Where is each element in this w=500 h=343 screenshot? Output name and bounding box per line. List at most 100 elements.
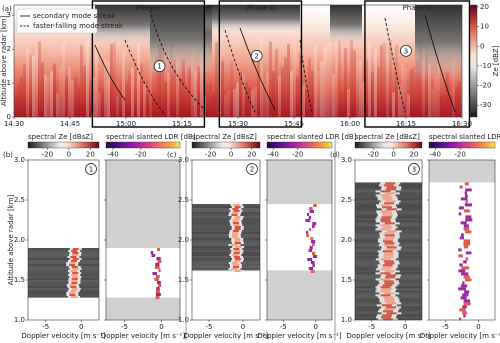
noise-texture — [192, 240, 260, 242]
colorbar-tick-label: 0 — [67, 151, 71, 159]
colorbar-label: Ze [dBZ] — [492, 45, 500, 76]
heatmap-texture — [224, 94, 227, 117]
noise-texture — [28, 248, 99, 250]
spectrum-red — [71, 288, 78, 290]
noise-texture — [192, 266, 260, 268]
heatmap-texture — [68, 66, 71, 117]
spectrum-red — [380, 194, 391, 197]
spectrum-red — [383, 252, 394, 255]
y-tick-label: 1.5 — [14, 276, 25, 284]
spectrum-red — [72, 258, 79, 260]
spectrum-red — [381, 288, 392, 291]
x-tick-label: 0 — [476, 323, 480, 331]
noise-texture — [28, 276, 99, 278]
spectrum-red — [381, 210, 392, 213]
ldr-spot — [310, 261, 315, 264]
colorbar-tick-label: 20 — [480, 3, 489, 11]
noise-texture — [28, 292, 99, 294]
heatmap-texture — [167, 73, 170, 117]
ldr-spot — [156, 275, 160, 278]
noise-texture — [28, 254, 99, 256]
colorbar-tick-label: 20 — [86, 151, 95, 159]
spectrum-red — [232, 254, 239, 256]
x-axis-label: Doppler velocity [m s⁻¹] — [184, 332, 268, 340]
colorbar — [27, 141, 100, 149]
noise-texture — [192, 236, 260, 238]
colorbar — [266, 141, 333, 149]
heatmap-texture — [146, 93, 149, 117]
y-tick-label: 2 — [7, 45, 11, 53]
spectrum-red — [380, 228, 391, 231]
spectrum-red — [384, 236, 395, 239]
noise-texture — [192, 256, 260, 258]
spectrum-red — [382, 198, 393, 201]
x-tick-label: 16:30 — [452, 120, 472, 128]
heatmap-texture — [284, 57, 287, 117]
colorbar-label: spectral slanted LDR [dB] — [106, 133, 196, 141]
ldr-spot — [157, 248, 160, 251]
spectrum-red — [71, 280, 78, 282]
x-axis-label: Doppler velocity [m s⁻¹] — [420, 332, 500, 340]
heatmap-texture — [287, 43, 290, 117]
heatmap-texture — [269, 41, 272, 117]
noise-texture — [192, 260, 260, 262]
heatmap-texture — [371, 72, 374, 117]
spectrum-red — [233, 256, 240, 258]
streak-line — [384, 17, 406, 113]
heatmap-texture — [98, 92, 101, 117]
ldr-spot — [308, 228, 311, 231]
ldr-spot — [312, 243, 315, 246]
y-tick-label: 3.0 — [14, 156, 25, 164]
heatmap-dark-region — [330, 5, 362, 45]
spectrum-red — [233, 204, 240, 206]
heatmap-texture — [341, 89, 344, 117]
phase-label: Phase III — [403, 4, 432, 12]
heatmap-image — [14, 5, 462, 117]
marker-circle — [400, 44, 412, 57]
spectrum-red — [385, 188, 396, 191]
spectrum-red — [382, 250, 393, 253]
spectrum-red — [384, 282, 395, 285]
heatmap-texture — [233, 88, 236, 117]
ldr-spot — [306, 213, 310, 216]
heatmap-texture — [101, 92, 104, 117]
no-signal-region — [192, 204, 260, 271]
noise-texture — [192, 246, 260, 248]
heatmap-texture — [263, 78, 266, 117]
heatmap-texture — [350, 39, 353, 117]
ldr-spot — [462, 311, 467, 315]
ldr-spot — [463, 209, 470, 213]
noise-texture — [192, 254, 260, 256]
heatmap-texture — [275, 48, 278, 117]
spectrum-red — [72, 268, 79, 270]
spectrum-red — [382, 212, 393, 215]
heatmap-texture — [278, 76, 281, 117]
heatmap-texture — [14, 96, 17, 117]
spectrum-red — [380, 316, 391, 319]
spectrum-red — [234, 250, 241, 252]
ldr-spot — [308, 249, 313, 252]
ldr-spot — [154, 266, 160, 269]
noise-texture — [28, 286, 99, 288]
noise-texture — [28, 264, 99, 266]
noise-texture — [28, 256, 99, 258]
heatmap-texture — [461, 77, 462, 117]
spectrum-red — [380, 190, 391, 193]
heatmap-texture — [50, 71, 53, 117]
ldr-spot — [155, 296, 160, 299]
heatmap-texture — [74, 77, 77, 117]
heatmap-texture — [176, 53, 179, 117]
spectrum-red — [383, 254, 394, 257]
noise-texture — [28, 294, 99, 296]
marker-circle — [85, 163, 97, 175]
y-tick-label: 1.5 — [341, 276, 352, 284]
noise-texture — [192, 228, 260, 230]
x-tick-label: 0 — [403, 323, 407, 331]
heatmap-texture — [29, 54, 32, 117]
x-tick-label: 15:45 — [284, 120, 304, 128]
ldr-spot — [463, 314, 466, 318]
heatmap-texture — [44, 74, 47, 117]
heatmap-texture — [245, 83, 248, 117]
colorbar — [105, 141, 181, 149]
ldr-spot — [463, 245, 469, 249]
